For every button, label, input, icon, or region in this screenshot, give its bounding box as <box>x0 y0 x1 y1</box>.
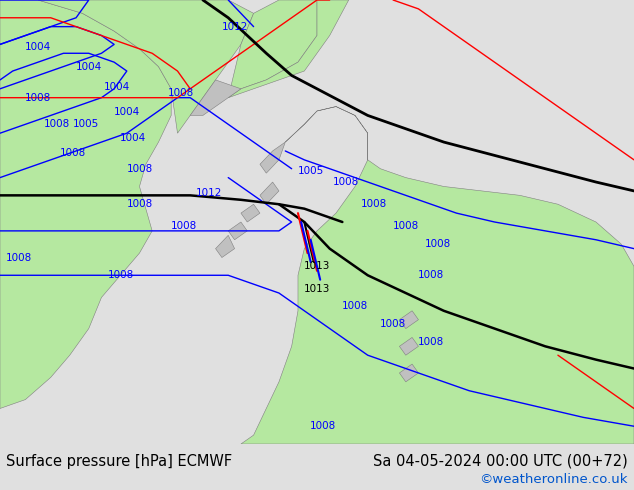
Text: 1008: 1008 <box>6 252 32 263</box>
Text: 1008: 1008 <box>126 164 153 174</box>
Text: 1008: 1008 <box>126 199 153 209</box>
Text: 1008: 1008 <box>380 319 406 329</box>
Text: Sa 04-05-2024 00:00 UTC (00+72): Sa 04-05-2024 00:00 UTC (00+72) <box>373 454 628 469</box>
Text: 1008: 1008 <box>25 93 51 103</box>
Text: Surface pressure [hPa] ECMWF: Surface pressure [hPa] ECMWF <box>6 454 233 469</box>
Text: 1008: 1008 <box>310 421 337 431</box>
Polygon shape <box>399 364 418 382</box>
Polygon shape <box>190 80 241 116</box>
Polygon shape <box>216 235 235 258</box>
Text: 1012: 1012 <box>221 22 248 32</box>
Text: 1012: 1012 <box>196 188 223 198</box>
Polygon shape <box>228 222 247 240</box>
Polygon shape <box>399 338 418 355</box>
Text: 1008: 1008 <box>171 221 197 231</box>
Text: 1013: 1013 <box>304 261 330 271</box>
Polygon shape <box>228 0 317 98</box>
Text: 1004: 1004 <box>113 107 140 117</box>
Text: 1008: 1008 <box>167 88 194 98</box>
Polygon shape <box>228 0 349 98</box>
Polygon shape <box>241 106 634 444</box>
Text: 1005: 1005 <box>297 166 324 176</box>
Text: 1008: 1008 <box>418 270 444 280</box>
Text: 1004: 1004 <box>25 42 51 51</box>
Text: 1004: 1004 <box>120 133 146 143</box>
Text: 1008: 1008 <box>107 270 134 280</box>
Polygon shape <box>38 0 254 133</box>
Polygon shape <box>260 142 285 173</box>
Polygon shape <box>399 311 418 329</box>
Text: 1008: 1008 <box>424 239 451 249</box>
Text: 1008: 1008 <box>332 177 359 187</box>
Text: 1004: 1004 <box>104 81 131 92</box>
Text: 1008: 1008 <box>44 120 70 129</box>
Text: ©weatheronline.co.uk: ©weatheronline.co.uk <box>479 473 628 486</box>
Polygon shape <box>260 182 279 204</box>
Text: 1008: 1008 <box>418 337 444 347</box>
Text: 1004: 1004 <box>75 62 102 72</box>
Text: 1008: 1008 <box>342 301 368 311</box>
Text: 1013: 1013 <box>304 284 330 294</box>
Polygon shape <box>241 204 260 222</box>
Text: 1005: 1005 <box>72 120 99 129</box>
Text: 1008: 1008 <box>361 199 387 209</box>
Polygon shape <box>0 0 171 409</box>
Text: 1008: 1008 <box>60 148 86 158</box>
Text: 1008: 1008 <box>392 221 419 231</box>
